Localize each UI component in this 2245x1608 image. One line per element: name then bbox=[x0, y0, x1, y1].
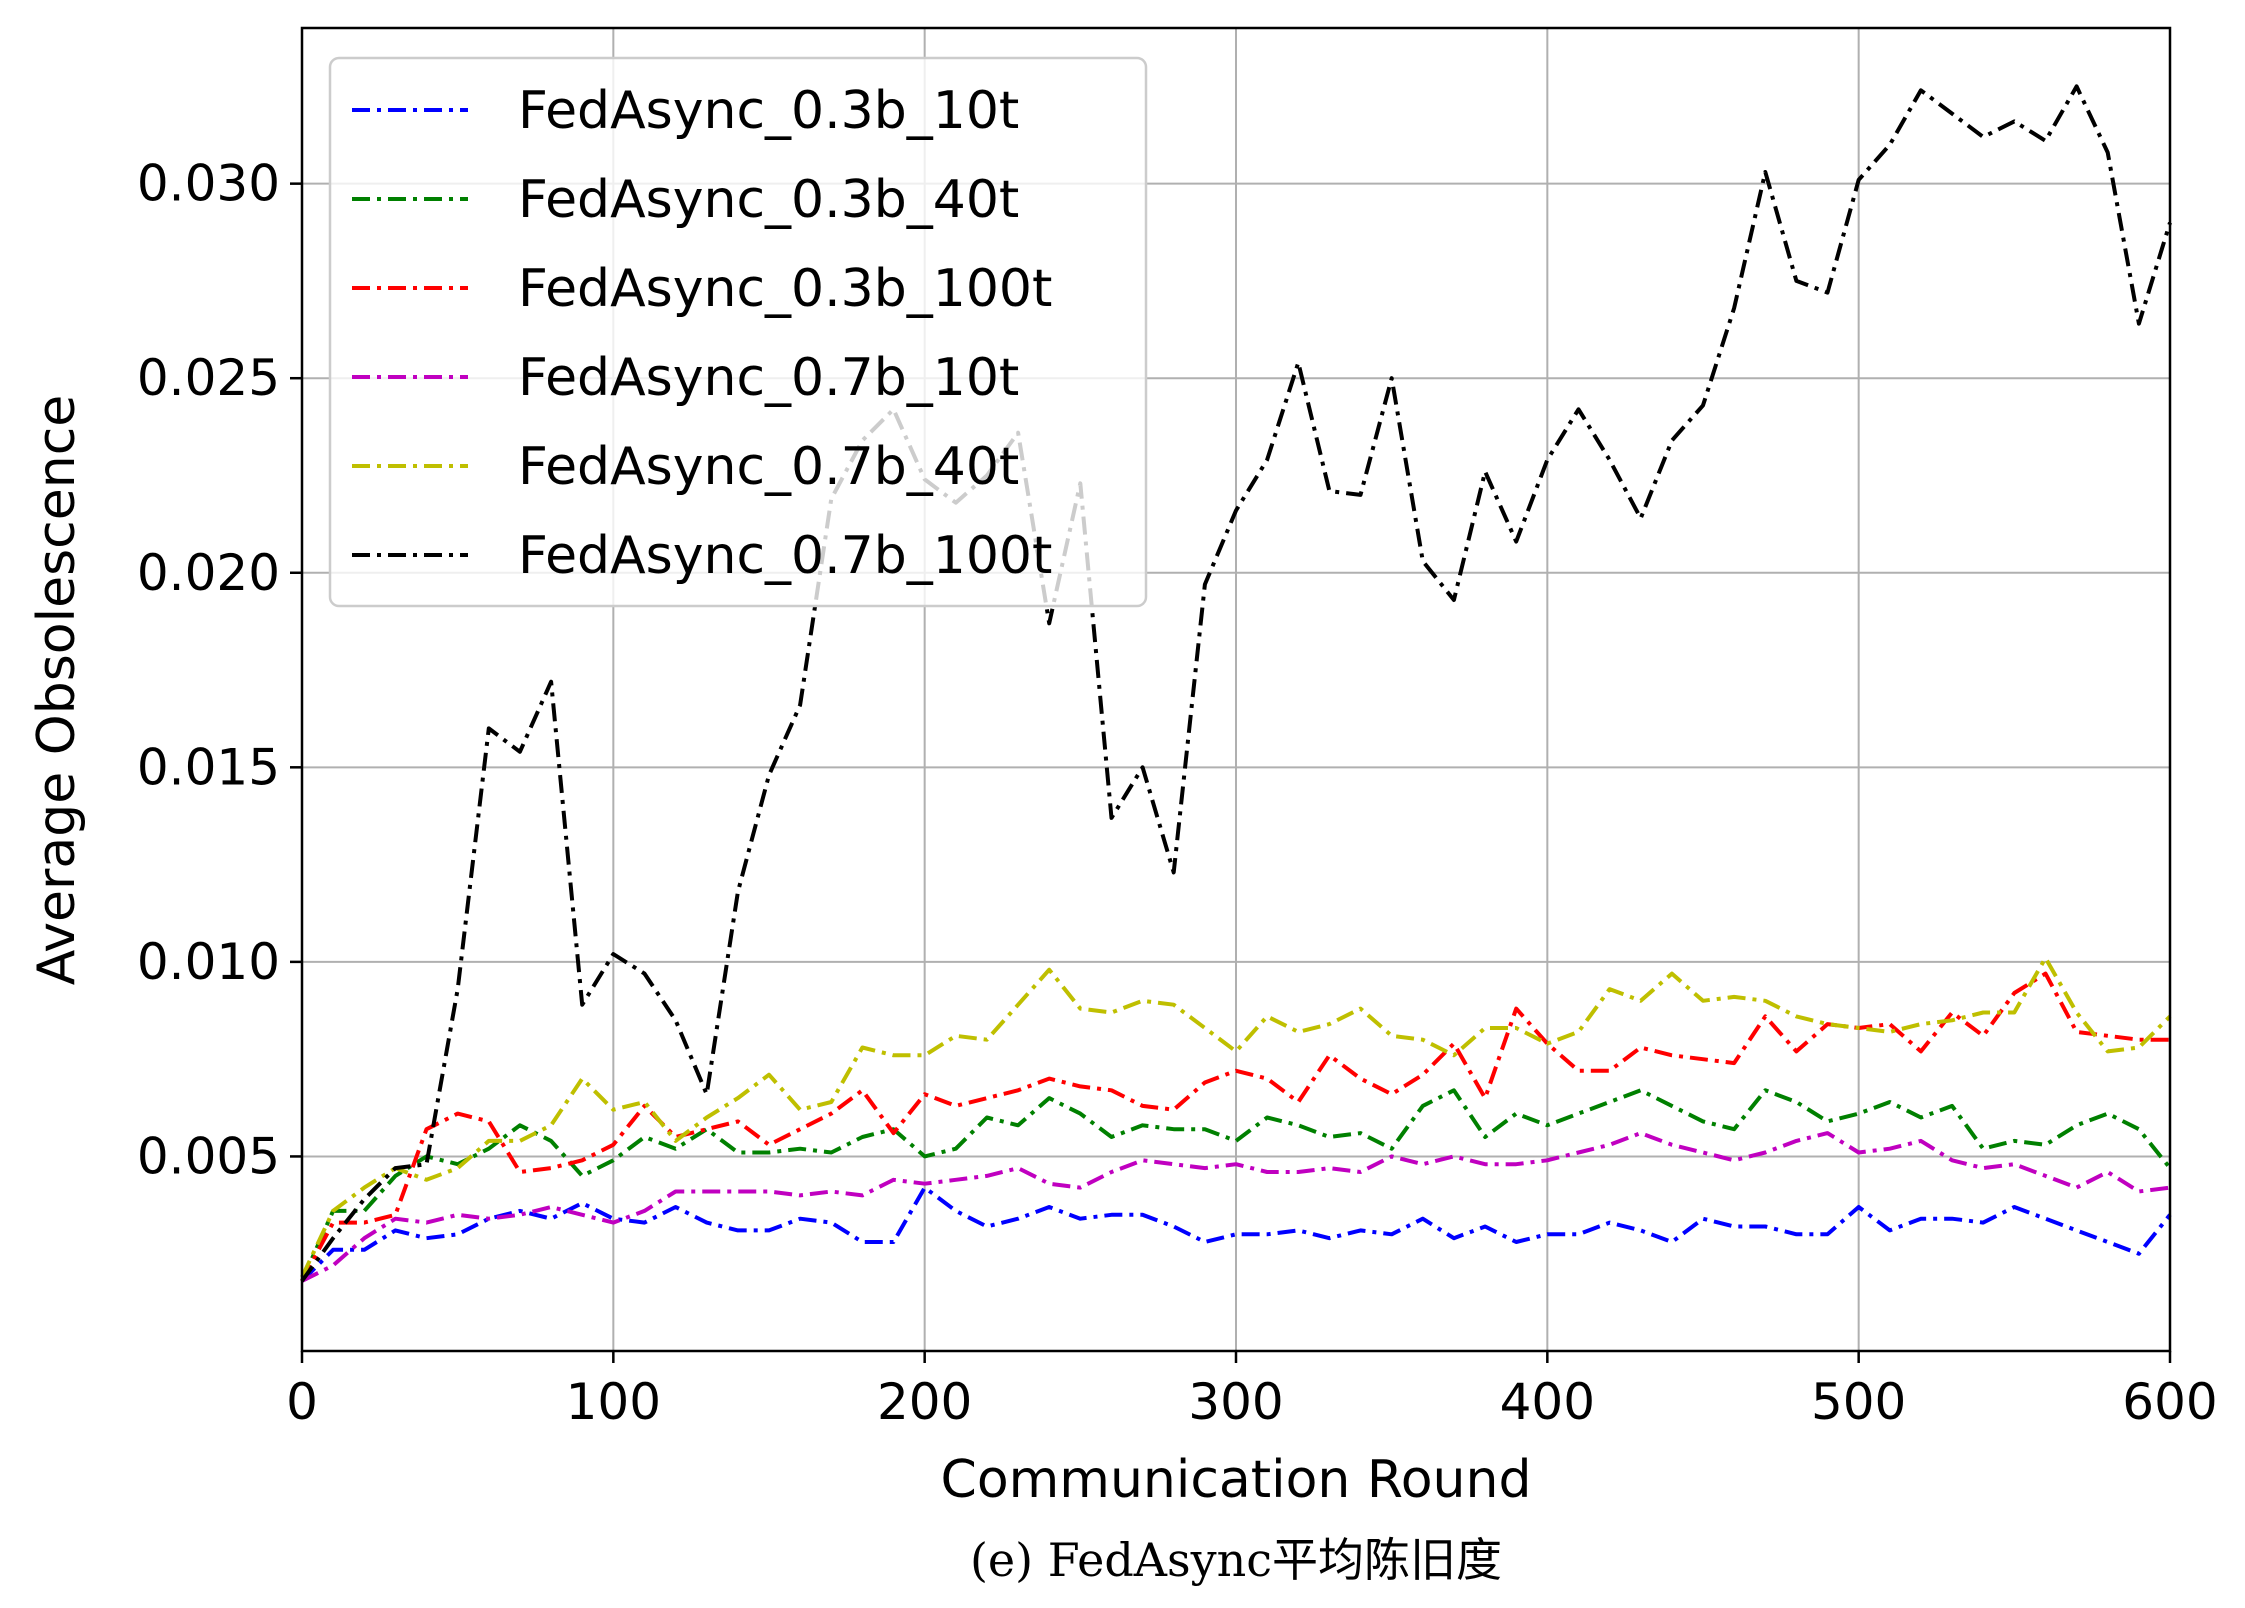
y-tick-label: 0.015 bbox=[137, 738, 280, 796]
legend-label: FedAsync_0.3b_40t bbox=[518, 170, 1019, 230]
legend: FedAsync_0.3b_10t FedAsync_0.3b_40t FedAsy… bbox=[328, 56, 1148, 608]
x-tick-label: 300 bbox=[1188, 1373, 1283, 1431]
series-line-2 bbox=[300, 1088, 2172, 1282]
series-line-1 bbox=[300, 1185, 2172, 1283]
x-axis-ticks: 0 100 200 300 400 500 600 bbox=[286, 1351, 2218, 1431]
legend-label: FedAsync_0.7b_10t bbox=[518, 348, 1019, 408]
legend-label: FedAsync_0.7b_100t bbox=[518, 526, 1052, 586]
x-tick-label: 400 bbox=[1500, 1373, 1595, 1431]
figure-caption: (e) FedAsync平均陈旧度 bbox=[970, 1533, 1502, 1587]
y-tick-label: 0.010 bbox=[137, 933, 280, 991]
x-tick-label: 0 bbox=[286, 1373, 318, 1431]
x-tick-label: 500 bbox=[1811, 1373, 1906, 1431]
y-axis-ticks: 0.005 0.010 0.015 0.020 0.025 0.030 bbox=[137, 155, 302, 1185]
y-axis-label: Average Obsolescence bbox=[27, 395, 87, 986]
series-lines bbox=[300, 84, 2172, 1283]
x-axis-label: Communication Round bbox=[941, 1450, 1532, 1510]
legend-label: FedAsync_0.7b_40t bbox=[518, 437, 1019, 497]
y-tick-label: 0.025 bbox=[137, 349, 280, 407]
legend-label: FedAsync_0.3b_10t bbox=[518, 81, 1019, 141]
x-tick-label: 100 bbox=[566, 1373, 661, 1431]
y-tick-label: 0.020 bbox=[137, 544, 280, 602]
series-line-5 bbox=[300, 956, 2172, 1278]
series-line-6 bbox=[300, 84, 2172, 1283]
legend-box bbox=[328, 56, 1148, 608]
y-tick-label: 0.030 bbox=[137, 155, 280, 213]
series-line-4 bbox=[301, 1131, 2171, 1283]
x-tick-label: 200 bbox=[877, 1373, 972, 1431]
y-tick-label: 0.005 bbox=[137, 1127, 280, 1185]
x-tick-label: 600 bbox=[2122, 1373, 2217, 1431]
legend-label: FedAsync_0.3b_100t bbox=[518, 259, 1052, 319]
